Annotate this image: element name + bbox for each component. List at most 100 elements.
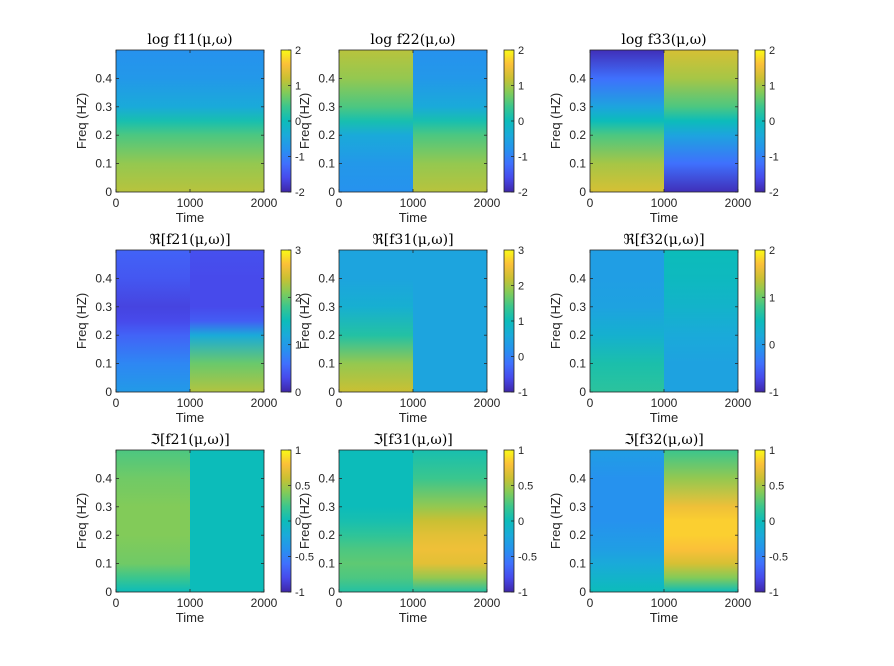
colorbar-tick-label: 3 [295,245,301,257]
x-tick-label: 0 [587,396,594,410]
colorbar-tick-label: -2 [769,187,779,199]
colorbar-tick-label: 0 [769,116,775,128]
x-axis-label: Time [399,610,427,625]
x-tick-label: 1000 [177,596,204,610]
x-tick-label: 0 [113,196,120,210]
y-tick-label: 0.3 [318,100,335,114]
x-axis-label: Time [650,410,678,425]
y-axis-label: Freq (HZ) [297,93,312,149]
y-tick-label: 0 [579,385,586,399]
colorbar-tick-label: 0.5 [518,481,533,493]
x-tick-label: 1000 [400,196,427,210]
y-tick-label: 0 [328,185,335,199]
x-tick-label: 0 [587,596,594,610]
y-tick-label: 0.3 [95,300,112,314]
y-tick-label: 0.3 [318,300,335,314]
colorbar-tick-label: 0 [518,516,524,528]
y-tick-label: 0.1 [318,557,335,571]
heatmap-segment-before [590,250,664,392]
x-tick-label: 1000 [400,596,427,610]
colorbar-tick-label: -1 [295,587,305,599]
y-tick-label: 0.2 [569,128,586,142]
colorbar-tick-label: 0 [769,516,775,528]
y-tick-label: 0.1 [569,157,586,171]
heatmap-segment-after [413,450,487,592]
y-tick-label: 0 [328,385,335,399]
x-tick-label: 2000 [251,396,278,410]
colorbar-tick-label: 2 [295,45,301,57]
y-tick-label: 0.3 [569,300,586,314]
y-tick-label: 0 [105,585,112,599]
colorbar-tick-label: 0 [295,116,301,128]
y-tick-label: 0.4 [318,271,335,285]
x-tick-label: 2000 [725,396,752,410]
x-tick-label: 2000 [251,596,278,610]
heatmap-panel: 0 1000 2000 0 0.1 0.2 0.3 0.4 Time Freq (HZ) ℜ[f32… [548,232,779,425]
y-tick-label: 0.4 [318,471,335,485]
y-tick-label: 0 [328,585,335,599]
colorbar-tick-label: 1 [769,292,775,304]
x-tick-label: 1000 [651,196,678,210]
y-tick-label: 0 [105,385,112,399]
colorbar-tick-label: -1 [295,152,305,164]
x-tick-label: 1000 [177,196,204,210]
panel-title: ℜ[f21(μ,ω)] [149,232,230,248]
y-axis-label: Freq (HZ) [74,493,89,549]
y-tick-label: 0.4 [318,71,335,85]
colorbar-tick-label: 2 [518,281,524,293]
y-axis-label: Freq (HZ) [548,93,563,149]
y-tick-label: 0.2 [569,328,586,342]
y-tick-label: 0.1 [569,357,586,371]
x-axis-label: Time [399,410,427,425]
x-axis-label: Time [650,210,678,225]
colorbar-tick-label: 1 [295,340,301,352]
colorbar-tick-label: -0.5 [295,552,314,564]
x-tick-label: 0 [113,596,120,610]
x-tick-label: 0 [587,196,594,210]
heatmap-segment-after [413,50,487,192]
panel-title: ℑ[f31(μ,ω)] [373,432,453,448]
x-tick-label: 1000 [400,396,427,410]
y-tick-label: 0.2 [95,528,112,542]
colorbar-tick-label: 1 [518,445,524,457]
y-tick-label: 0.1 [95,157,112,171]
heatmap-segment-after [664,450,738,592]
y-tick-label: 0.3 [569,100,586,114]
colorbar-tick-label: -1 [518,587,528,599]
y-tick-label: 0.2 [95,128,112,142]
x-tick-label: 2000 [725,596,752,610]
colorbar-tick-label: 0 [518,116,524,128]
heatmap-segment-before [590,450,664,592]
y-axis-label: Freq (HZ) [74,293,89,349]
colorbar-tick-label: -1 [769,587,779,599]
x-tick-label: 2000 [474,396,501,410]
x-tick-label: 0 [336,596,343,610]
colorbar-tick-label: 0.5 [769,481,784,493]
y-tick-label: 0.4 [569,71,586,85]
colorbar-tick-label: 0 [769,340,775,352]
y-tick-label: 0.3 [318,500,335,514]
colorbar-tick-label: 1 [518,316,524,328]
y-tick-label: 0.1 [318,357,335,371]
panel-title: ℜ[f31(μ,ω)] [372,232,453,248]
colorbar-tick-label: 2 [518,45,524,57]
heatmap-segment-after [664,250,738,392]
colorbar-tick-label: -1 [518,152,528,164]
colorbar-tick-label: -1 [769,152,779,164]
x-tick-label: 0 [113,396,120,410]
y-tick-label: 0.4 [569,471,586,485]
x-axis-label: Time [176,610,204,625]
panel-title: log f11(μ,ω) [147,32,232,48]
colorbar-tick-label: 3 [518,245,524,257]
colorbar-tick-label: 0 [295,516,301,528]
colorbar-tick-label: -0.5 [518,552,537,564]
y-tick-label: 0.4 [95,71,112,85]
colorbar-tick-label: 1 [769,81,775,93]
heatmap-panel: 0 1000 2000 0 0.1 0.2 0.3 0.4 Time Freq (HZ) ℑ[f32… [548,432,788,625]
x-tick-label: 1000 [651,596,678,610]
x-tick-label: 0 [336,396,343,410]
colorbar-tick-label: 1 [518,81,524,93]
panel-title: ℑ[f21(μ,ω)] [150,432,230,448]
x-tick-label: 2000 [251,196,278,210]
